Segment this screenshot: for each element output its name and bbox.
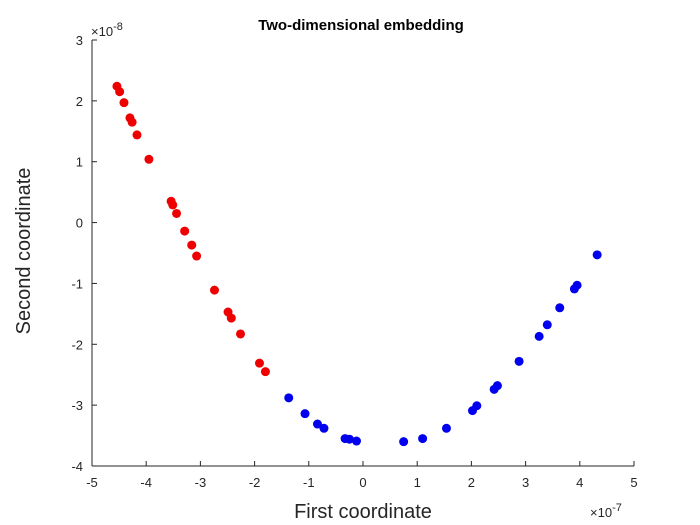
class-2-point <box>542 320 552 330</box>
x-axis: -5 -4 -3 -2 -1 0 1 2 3 4 5 First coordinate ×10-7 <box>86 461 638 523</box>
y-exponent-prefix: × <box>91 24 99 39</box>
class-1-point <box>192 251 202 261</box>
x-tick-label: -4 <box>140 475 152 490</box>
y-axis: -4 -3 -2 -1 0 1 2 3 Second coordinate ×10-8 <box>13 21 123 474</box>
class-1-point <box>115 87 125 97</box>
chart-title: Two-dimensional embedding <box>258 17 464 34</box>
y-tick-label: 2 <box>76 94 83 109</box>
class-1-point <box>260 367 270 377</box>
y-exponent-power: -8 <box>113 21 123 33</box>
x-exponent-power: -7 <box>612 502 622 514</box>
x-tick-label: 2 <box>468 475 475 490</box>
class-1-point <box>168 200 178 210</box>
x-tick-label: 5 <box>630 475 637 490</box>
class-2-point <box>344 434 354 444</box>
class-2-point <box>418 434 428 444</box>
y-tick-label: -4 <box>71 459 83 474</box>
y-tick-label: 0 <box>76 216 83 231</box>
y-tick-label: -1 <box>71 276 83 291</box>
class-1-point <box>209 285 219 295</box>
class-2-point <box>534 331 544 341</box>
x-tick-label: -1 <box>303 475 315 490</box>
y-ticks: -4 -3 -2 -1 0 1 2 3 <box>71 33 97 474</box>
class-2-point <box>351 436 361 446</box>
data-points <box>112 81 602 447</box>
y-axis-title: Second coordinate <box>13 168 35 335</box>
class-1-point <box>226 313 236 323</box>
class-1-point <box>187 240 197 250</box>
class-2-point <box>312 419 322 429</box>
y-exponent-base: 10 <box>99 24 113 39</box>
class-2-point <box>592 250 602 260</box>
x-axis-exponent: ×10-7 <box>590 502 622 520</box>
class-1-point <box>236 329 246 339</box>
class-2-point <box>300 409 310 419</box>
class-2-point <box>555 303 565 313</box>
class-2-point <box>472 401 482 411</box>
y-tick-label: 1 <box>76 155 83 170</box>
x-tick-label: 3 <box>522 475 529 490</box>
x-tick-label: -5 <box>86 475 98 490</box>
class-2-point <box>441 423 451 433</box>
class-1-point <box>180 226 190 236</box>
class-1-point <box>119 98 129 108</box>
class-2-point <box>514 356 524 366</box>
x-tick-label: 0 <box>359 475 366 490</box>
x-ticks: -5 -4 -3 -2 -1 0 1 2 3 4 5 <box>86 461 638 490</box>
y-axis-exponent: ×10-8 <box>91 21 123 39</box>
x-exponent-prefix: × <box>590 505 598 520</box>
y-tick-label: 3 <box>76 33 83 48</box>
x-tick-label: -2 <box>249 475 261 490</box>
x-tick-label: 1 <box>414 475 421 490</box>
class-1-point <box>144 154 154 164</box>
y-tick-label: -2 <box>71 337 83 352</box>
class-1-point <box>132 130 142 140</box>
y-tick-label: -3 <box>71 398 83 413</box>
class-2-point <box>399 437 409 447</box>
class-1-point <box>172 208 182 218</box>
class-2-point <box>319 423 329 433</box>
class-2-point <box>284 393 294 403</box>
class-1-point <box>127 117 137 127</box>
x-exponent-base: 10 <box>598 505 612 520</box>
x-axis-title: First coordinate <box>294 501 432 523</box>
x-tick-label: -3 <box>195 475 207 490</box>
x-tick-label: 4 <box>576 475 583 490</box>
class-2-point <box>492 381 502 391</box>
class-2-point <box>572 280 582 290</box>
class-1-point <box>254 358 264 368</box>
